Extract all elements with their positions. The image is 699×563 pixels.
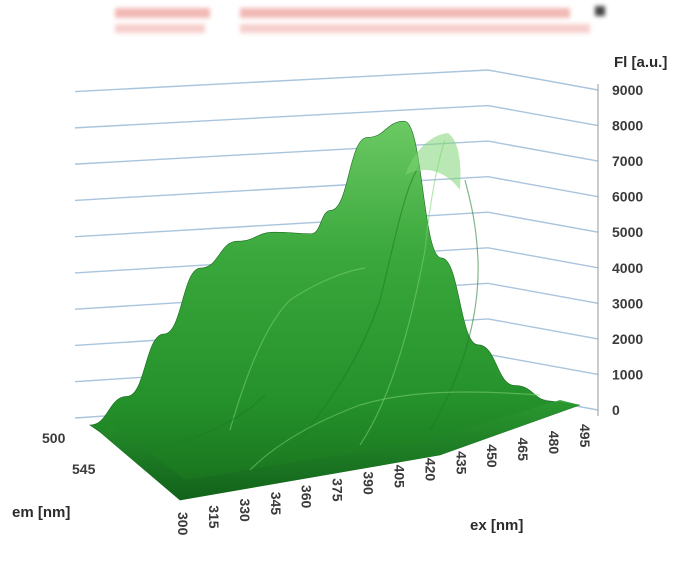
z-tick-label: 2000	[612, 331, 643, 347]
z-tick-label: 1000	[612, 366, 643, 382]
z-axis-ticks: 0 1000 2000 3000 4000 5000 6000 7000 8000 9000	[612, 82, 643, 418]
z-axis-title: Fl [a.u.]	[614, 54, 667, 71]
surface-shading-line	[299, 164, 421, 441]
ex-tick-label: 300	[175, 512, 191, 536]
gridline-back-8000	[74, 104, 489, 129]
em-axis-ticks: 500 545	[42, 430, 96, 477]
z-tick-label: 7000	[612, 153, 643, 169]
gridline-back-6000	[74, 175, 489, 202]
gridline-back-7000	[74, 140, 489, 165]
ex-tick-label: 435	[453, 451, 469, 475]
ex-tick-label: 375	[330, 478, 346, 502]
surface-shading-line	[149, 394, 266, 451]
ex-tick-label: 330	[237, 498, 253, 522]
peak-highlight	[405, 133, 461, 190]
z-tick-label: 0	[612, 402, 620, 418]
em-tick-label: 500	[42, 430, 66, 446]
ex-tick-label: 450	[484, 444, 500, 468]
blurred-header	[115, 6, 605, 33]
gridline-right-1000	[487, 353, 599, 376]
gridline-right-5000	[487, 211, 599, 233]
z-tick-label: 6000	[612, 189, 643, 205]
ex-axis-ticks: 300 315 330 345 360 375 390 405 420 435 450 465 480 4…	[175, 424, 593, 536]
surface-shading-line	[229, 267, 366, 431]
ex-tick-label: 360	[299, 485, 315, 509]
ex-tick-label: 495	[577, 424, 593, 448]
surface-shading-line	[249, 391, 541, 471]
ex-tick-label: 345	[268, 492, 284, 516]
surface-front-face	[100, 400, 580, 500]
ex-tick-label: 315	[206, 505, 222, 529]
gridline-back-9000	[74, 69, 489, 93]
ex-tick-label: 390	[361, 471, 377, 495]
z-tick-label: 5000	[612, 224, 643, 240]
surface-shading-line	[429, 179, 479, 431]
gridline-right-9000	[487, 69, 599, 91]
gridline-right-2000	[487, 318, 599, 340]
ex-tick-label: 480	[546, 431, 562, 455]
ex-tick-label: 465	[515, 438, 531, 462]
z-tick-label: 3000	[612, 295, 643, 311]
ex-tick-label: 405	[391, 465, 407, 489]
em-axis-title: em [nm]	[12, 504, 70, 521]
z-tick-label: 4000	[612, 260, 643, 276]
gridline-right-8000	[487, 104, 599, 127]
ex-axis-title: ex [nm]	[470, 517, 523, 534]
gridline-right-7000	[487, 140, 599, 162]
z-tick-label: 8000	[612, 118, 643, 134]
emission-excitation-surface	[89, 120, 581, 501]
surface-body	[89, 120, 581, 501]
ex-tick-label: 420	[422, 458, 438, 482]
gridline-right-6000	[487, 175, 599, 198]
z-tick-label: 9000	[612, 82, 643, 98]
gridline-right-4000	[487, 247, 599, 269]
gridline-right-3000	[487, 282, 599, 305]
em-tick-label: 545	[72, 461, 96, 477]
